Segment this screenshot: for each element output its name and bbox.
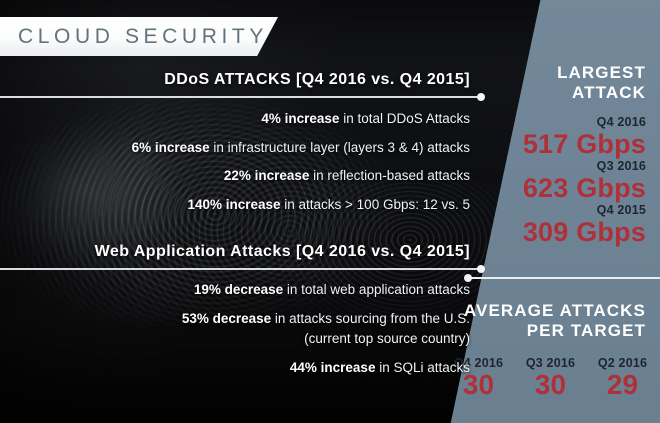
bullet-lead: 44% increase [289, 359, 376, 375]
list-item: 6% increase in infrastructure layer (lay… [0, 139, 470, 155]
section-rule-web-application [0, 264, 485, 273]
stat-period: Q4 2015 [596, 203, 646, 217]
section-title-web-application: Web Application Attacks [Q4 2016 vs. Q4 … [94, 243, 470, 260]
section-rule-ddos [0, 92, 485, 101]
stat-value: 30 [534, 368, 567, 400]
average-attacks-stat: Q2 2016 29 [596, 357, 649, 399]
list-item: 44% increase in SQLi attacks [0, 359, 470, 375]
stat-period: Q2 2016 [597, 356, 648, 370]
average-attacks-heading-line2: PER TARGET [526, 320, 646, 340]
bullet-list-ddos: 4% increase in total DDoS Attacks 6% inc… [0, 112, 470, 226]
rule-dot-icon [477, 92, 485, 101]
average-attacks-row: Q4 2016 30 Q3 2016 30 Q2 2016 29 [452, 357, 649, 399]
bullet-lead: 19% decrease [193, 282, 284, 297]
bullet-list-web-application: 19% decrease in total web application at… [0, 283, 470, 389]
stat-value: 517 Gbps [522, 128, 646, 159]
page-title: CLOUD SECURITY [18, 24, 268, 48]
average-attacks-heading: AVERAGE ATTACKS PER TARGET [441, 301, 646, 340]
panel-divider [464, 274, 660, 282]
bullet-rest: in total web application attacks [283, 282, 470, 297]
stat-period: Q3 2016 [525, 356, 576, 370]
right-panel-content: LARGEST ATTACK Q4 2016 517 Gbps Q3 2016 … [430, 0, 660, 423]
header-banner: CLOUD SECURITY [0, 17, 278, 56]
largest-attack-stat: Q3 2016 623 Gbps [446, 160, 646, 202]
largest-attack-stat: Q4 2016 517 Gbps [446, 116, 646, 158]
bullet-lead: 140% increase [187, 196, 281, 212]
list-item: 140% increase in attacks > 100 Gbps: 12 … [0, 196, 470, 212]
stat-value: 309 Gbps [522, 216, 646, 247]
divider-dot-icon [464, 274, 472, 282]
bullet-lead: 22% increase [223, 168, 310, 183]
bullet-lead: 53% decrease [181, 310, 272, 326]
stat-value: 30 [462, 368, 495, 400]
section-title-ddos: DDoS ATTACKS [Q4 2016 vs. Q4 2015] [164, 71, 470, 88]
largest-attack-heading-line1: LARGEST [557, 63, 646, 82]
stat-value: 29 [606, 368, 639, 400]
largest-attack-stat: Q4 2015 309 Gbps [446, 204, 646, 246]
average-attacks-stat: Q3 2016 30 [524, 357, 577, 399]
rule-dot-icon [477, 264, 485, 273]
bullet-rest: (current top source country) [304, 331, 470, 346]
stat-period: Q4 2016 [596, 115, 646, 129]
bullet-lead: 6% increase [131, 139, 210, 155]
list-item: 19% decrease in total web application at… [0, 283, 470, 297]
list-item: 4% increase in total DDoS Attacks [0, 112, 470, 126]
bullet-rest: in attacks sourcing from the U.S. [271, 310, 470, 326]
bullet-rest: in attacks > 100 Gbps: 12 vs. 5 [280, 196, 470, 212]
bullet-rest: in SQLi attacks [375, 359, 470, 375]
bullet-rest: in total DDoS Attacks [339, 111, 470, 126]
stat-value: 623 Gbps [522, 172, 646, 203]
largest-attack-heading-line2: ATTACK [572, 82, 646, 102]
bullet-rest: in reflection-based attacks [309, 168, 470, 183]
stat-period: Q3 2016 [596, 159, 646, 173]
average-attacks-stat: Q4 2016 30 [452, 357, 505, 399]
average-attacks-heading-line1: AVERAGE ATTACKS [463, 301, 646, 320]
list-item: (current top source country) [0, 332, 470, 346]
left-panel-content: DDoS ATTACKS [Q4 2016 vs. Q4 2015] 4% in… [0, 71, 485, 389]
largest-attack-heading: LARGEST ATTACK [456, 63, 646, 102]
bullet-rest: in infrastructure layer (layers 3 & 4) a… [209, 139, 470, 155]
bullet-lead: 4% increase [261, 111, 340, 126]
stat-period: Q4 2016 [453, 356, 504, 370]
list-item: 53% decrease in attacks sourcing from th… [0, 310, 470, 326]
list-item: 22% increase in reflection-based attacks [0, 169, 470, 183]
